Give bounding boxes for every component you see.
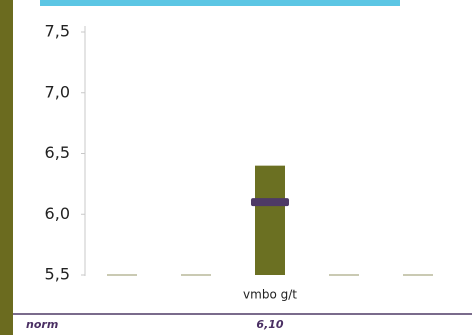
title-bar: [40, 0, 400, 6]
norm-value: 6,10: [256, 318, 283, 331]
norm-marker: [251, 198, 289, 207]
bar: [255, 165, 285, 275]
y-tick-label: 6,0: [45, 204, 70, 223]
y-tick-label: 7,0: [45, 82, 70, 101]
left-stripe: [0, 0, 13, 335]
y-tick-label: 7,5: [45, 22, 70, 41]
y-tick-label: 6,5: [45, 143, 70, 162]
norm-label: norm: [26, 318, 58, 331]
y-tick-label: 5,5: [45, 265, 70, 284]
x-tick-label: vmbo g/t: [243, 288, 297, 302]
